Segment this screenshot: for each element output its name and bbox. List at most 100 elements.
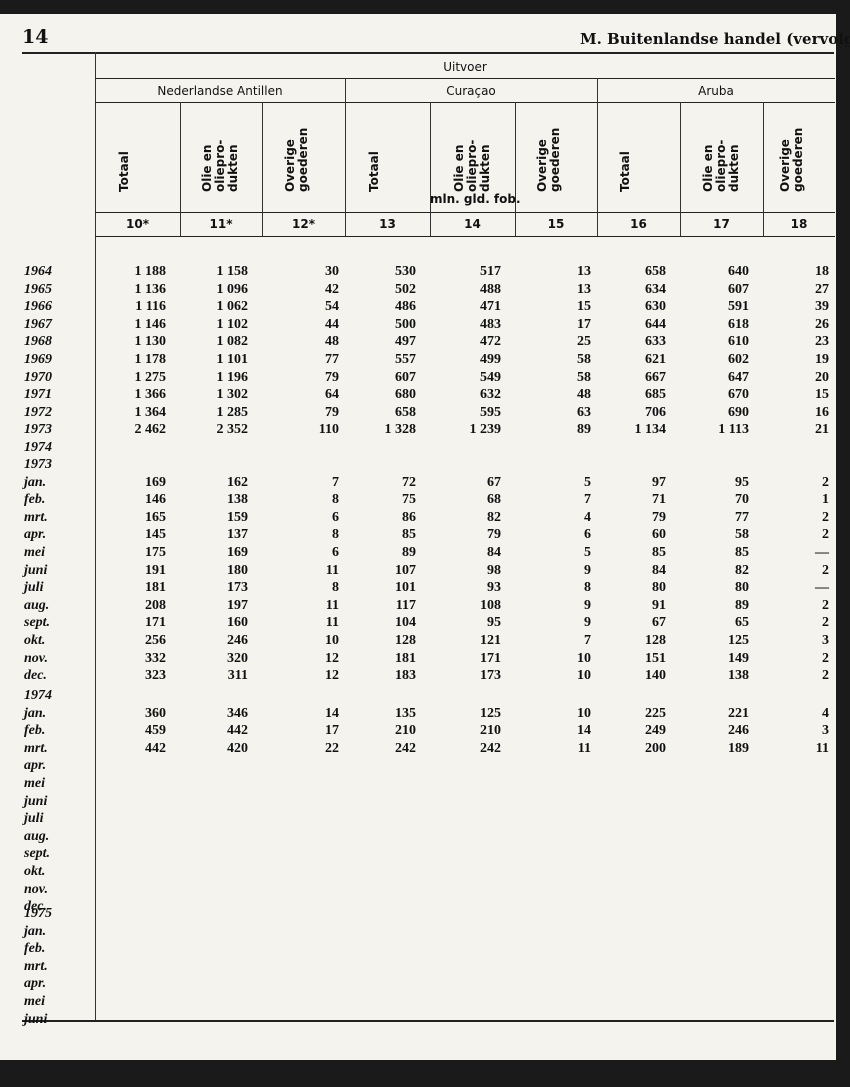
cell: 11 [325, 597, 339, 613]
cell: 84 [487, 545, 501, 560]
cell: 60 [652, 527, 666, 543]
cell: 63 [577, 404, 591, 420]
row-label: aug. [24, 828, 50, 844]
cell: 171 [145, 615, 166, 631]
row-label: juli [24, 811, 44, 827]
cell: 640 [728, 264, 749, 279]
column-number: 13 [379, 217, 396, 231]
row-label: 1974 [24, 440, 52, 455]
cell: 11 [815, 740, 829, 756]
cell: 246 [227, 633, 248, 648]
cell: 68 [487, 492, 501, 508]
cell: 242 [395, 740, 416, 756]
cell: 30 [325, 264, 339, 279]
cell: 95 [735, 474, 749, 490]
cell: 497 [395, 334, 416, 350]
scan-edge [0, 1060, 850, 1087]
cell: 517 [480, 264, 501, 279]
cell: 64 [325, 387, 339, 403]
super-header: Uitvoer [443, 60, 487, 74]
cell: 1 062 [216, 299, 249, 315]
cell: 1 178 [134, 352, 167, 367]
cell: 77 [735, 509, 749, 525]
column-number: 11* [209, 217, 233, 231]
cell: 5 [584, 474, 591, 490]
cell: 346 [227, 705, 248, 721]
cell: — [815, 545, 829, 560]
separator [430, 102, 431, 236]
cell: 2 [822, 527, 829, 543]
year-heading: 1974 [24, 688, 52, 703]
cell: 483 [480, 316, 501, 332]
cell: 11 [325, 562, 339, 578]
row-label: apr. [24, 976, 47, 992]
cell: 7 [584, 633, 591, 648]
cell: 80 [652, 580, 666, 596]
cell: 173 [227, 580, 248, 596]
cell: 89 [735, 597, 749, 613]
cell: 658 [395, 404, 416, 420]
cell: 7 [332, 474, 339, 490]
cell: 10 [577, 668, 591, 684]
cell: 502 [395, 281, 416, 297]
cell: 72 [402, 474, 416, 490]
cell: 1 116 [135, 299, 166, 315]
cell: 621 [645, 352, 666, 367]
cell: 169 [227, 545, 248, 560]
cell: — [815, 580, 829, 596]
row-label: apr. [24, 527, 47, 543]
cell: 75 [402, 492, 416, 508]
row-label: jan. [24, 705, 47, 721]
cell: 128 [645, 633, 666, 648]
cell: 442 [227, 723, 248, 739]
cell: 4 [822, 705, 829, 721]
cell: 658 [645, 264, 666, 279]
cell: 320 [227, 650, 248, 666]
group-header: Nederlandse Antillen [157, 84, 283, 98]
cell: 12 [325, 668, 339, 684]
cell: 246 [728, 723, 749, 739]
cell: 189 [728, 740, 749, 756]
page-title: M. Buitenlandse handel (vervolg) [580, 30, 850, 48]
cell: 98 [487, 562, 501, 578]
cell: 15 [815, 387, 829, 403]
cell: 58 [577, 352, 591, 367]
cell: 138 [728, 668, 749, 684]
row-label: juni [24, 562, 48, 578]
cell: 1 239 [469, 422, 502, 438]
cell: 420 [227, 740, 248, 756]
row-label: 1969 [24, 352, 52, 367]
cell: 1 113 [718, 422, 749, 438]
cell: 79 [652, 509, 666, 525]
cell: 84 [652, 562, 666, 578]
cell: 2 [822, 474, 829, 490]
cell: 3 [822, 723, 829, 739]
cell: 6 [584, 527, 591, 543]
cell: 110 [318, 422, 339, 438]
column-header: Overige goederen [282, 127, 310, 192]
cell: 200 [645, 740, 666, 756]
cell: 2 [822, 615, 829, 631]
row-label: okt. [24, 633, 46, 648]
cell: 8 [584, 580, 591, 596]
row-label: 1964 [24, 264, 52, 279]
cell: 610 [728, 334, 749, 350]
cell: 225 [645, 705, 666, 721]
cell: 8 [332, 527, 339, 543]
cell: 1 102 [216, 316, 249, 332]
cell: 135 [395, 705, 416, 721]
column-number: 16 [630, 217, 647, 231]
cell: 311 [227, 668, 248, 684]
cell: 97 [652, 474, 666, 490]
row-label: nov. [24, 881, 48, 897]
cell: 101 [395, 580, 416, 596]
cell: 160 [227, 615, 248, 631]
cell: 472 [480, 334, 501, 350]
cell: 93 [487, 580, 501, 596]
cell: 58 [577, 369, 591, 385]
row-label: sept. [24, 615, 51, 631]
cell: 169 [145, 474, 166, 490]
cell: 1 188 [134, 264, 167, 279]
cell: 632 [480, 387, 501, 403]
